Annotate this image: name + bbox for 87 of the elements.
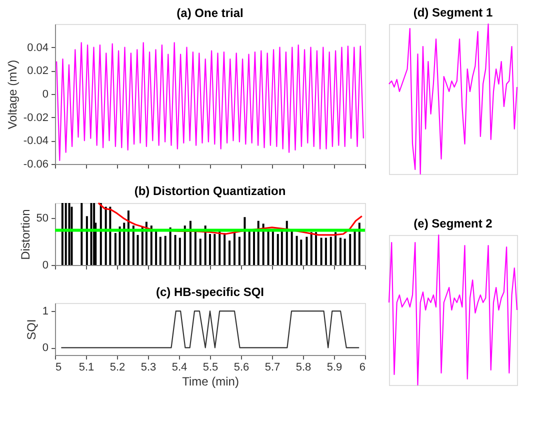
y-tick-label: 0.02 xyxy=(27,65,48,78)
bar xyxy=(300,240,302,265)
bar xyxy=(296,236,298,265)
bar xyxy=(233,232,236,265)
x-tick-label: 5 xyxy=(56,362,62,374)
x-tick-label: 5.7 xyxy=(264,362,280,374)
bar xyxy=(228,240,231,265)
bar xyxy=(214,234,216,265)
chart-title: (d) Segment 1 xyxy=(413,5,493,20)
bar xyxy=(104,206,107,265)
x-tick-label: 5.4 xyxy=(172,362,188,374)
bar xyxy=(80,203,83,265)
chart-title: (a) One trial xyxy=(176,6,244,20)
x-tick-label: 6 xyxy=(359,362,366,374)
bar xyxy=(315,232,318,265)
y-axis-title: SQI xyxy=(24,319,38,340)
line-series xyxy=(56,42,364,162)
chart-title: (c) HB-specific SQI xyxy=(156,285,264,299)
y-tick-label: -0.06 xyxy=(23,158,48,170)
bar xyxy=(290,230,293,265)
x-tick-label: 5.1 xyxy=(78,362,94,374)
bar xyxy=(164,236,166,265)
x-tick-label: 5.5 xyxy=(202,362,218,374)
bar xyxy=(248,231,250,265)
bar xyxy=(257,220,260,265)
bar xyxy=(286,220,288,265)
bar xyxy=(123,222,126,265)
bar xyxy=(253,231,256,265)
bar xyxy=(349,234,352,265)
y-tick-label: 0 xyxy=(42,342,48,354)
bar xyxy=(90,203,92,265)
bar xyxy=(86,216,88,265)
bar xyxy=(127,210,130,265)
y-tick-label: 0 xyxy=(42,260,48,272)
bar xyxy=(132,226,134,265)
y-tick-label: -0.02 xyxy=(23,112,48,124)
bar xyxy=(136,234,139,265)
x-tick-label: 5.3 xyxy=(140,362,156,374)
bar xyxy=(64,203,67,265)
bar xyxy=(70,206,73,265)
y-axis-title: Distortion xyxy=(18,209,32,260)
bar xyxy=(169,227,172,265)
bar xyxy=(100,203,102,265)
y-axis-title: Voltage (mV) xyxy=(5,60,20,130)
y-tick-label: -0.04 xyxy=(23,135,48,148)
bar xyxy=(224,233,226,265)
bar xyxy=(238,236,240,265)
bar xyxy=(358,222,360,265)
bar xyxy=(218,231,221,265)
bar xyxy=(354,231,356,265)
bar xyxy=(209,234,211,265)
x-tick-label: 5.6 xyxy=(234,362,250,374)
bar xyxy=(194,231,196,265)
bar xyxy=(189,220,192,265)
bar xyxy=(68,203,70,265)
bar xyxy=(334,232,337,265)
bar xyxy=(276,234,279,265)
bar xyxy=(267,230,270,265)
bar xyxy=(344,238,346,265)
x-tick-label: 5.9 xyxy=(326,362,342,374)
bar xyxy=(159,236,162,265)
bar xyxy=(109,206,112,265)
chart-title: (e) Segment 2 xyxy=(414,216,493,230)
y-tick-label: 0.04 xyxy=(27,42,48,54)
x-tick-label: 5.2 xyxy=(110,362,126,374)
y-tick-label: 50 xyxy=(36,212,48,225)
bar xyxy=(155,230,158,265)
bar xyxy=(199,238,202,265)
bar xyxy=(150,226,152,265)
bar xyxy=(340,238,342,265)
bar xyxy=(330,236,332,265)
bar xyxy=(118,226,121,265)
bar xyxy=(244,217,246,265)
x-axis-title: Time (min) xyxy=(182,374,239,388)
bar xyxy=(174,234,176,265)
bar xyxy=(324,238,327,265)
bar xyxy=(320,238,322,265)
bar xyxy=(306,236,308,265)
bar xyxy=(178,238,181,265)
bar xyxy=(114,233,116,265)
bar xyxy=(272,230,274,265)
y-tick-label: 0 xyxy=(42,88,48,100)
bar xyxy=(61,203,64,265)
chart-title: (b) Distortion Quantization xyxy=(134,184,286,198)
y-tick-label: 1 xyxy=(42,306,48,318)
x-tick-label: 5.8 xyxy=(296,362,312,374)
bar xyxy=(310,232,312,265)
